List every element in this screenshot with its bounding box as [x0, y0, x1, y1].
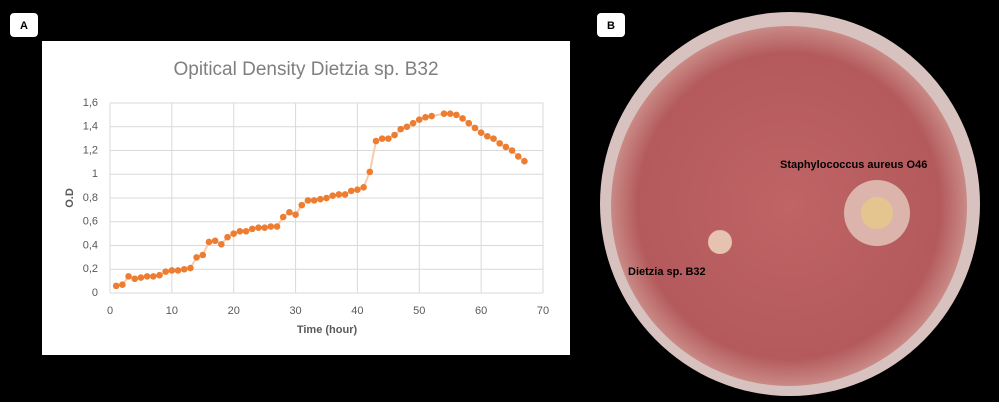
data-point: [206, 239, 213, 246]
data-point: [453, 112, 460, 119]
data-point: [218, 241, 225, 248]
data-point: [478, 129, 485, 136]
x-tick-label: 20: [228, 305, 240, 317]
photo-label: Dietzia sp. B32: [628, 266, 706, 278]
data-point: [373, 138, 380, 145]
data-point: [243, 228, 250, 235]
data-point: [292, 211, 299, 218]
y-tick-label: 0,6: [83, 216, 98, 228]
data-point: [187, 265, 194, 272]
x-tick-label: 0: [107, 305, 113, 317]
panel-label: A: [20, 20, 28, 32]
data-point: [490, 135, 497, 142]
y-tick-label: 1,6: [83, 97, 98, 109]
x-tick-label: 10: [166, 305, 178, 317]
y-tick-label: 1: [92, 168, 98, 180]
colony: [861, 197, 893, 229]
colony: [708, 230, 732, 254]
data-point: [422, 114, 429, 121]
data-point: [156, 272, 163, 279]
data-point: [181, 266, 188, 273]
data-point: [268, 223, 275, 230]
y-tick-label: 1,2: [83, 144, 98, 156]
data-point: [298, 202, 305, 209]
data-point: [521, 158, 528, 165]
data-point: [447, 110, 454, 117]
panel-label: B: [607, 20, 615, 32]
data-point: [305, 197, 312, 204]
x-tick-label: 50: [413, 305, 425, 317]
data-point: [274, 223, 281, 230]
data-point: [280, 214, 287, 221]
y-tick-label: 0,2: [83, 263, 98, 275]
agar: [611, 26, 967, 386]
data-point: [459, 115, 466, 122]
chart: Opitical Density Dietzia sp. B32 Time (h…: [42, 41, 570, 355]
data-point: [131, 275, 138, 282]
data-point: [230, 230, 237, 237]
chart-title: Opitical Density Dietzia sp. B32: [173, 59, 438, 80]
data-point: [286, 209, 293, 216]
data-point: [397, 126, 404, 133]
data-point: [323, 195, 330, 202]
y-axis-label: O.D: [64, 188, 76, 208]
data-point: [441, 110, 448, 117]
data-point: [193, 254, 200, 261]
data-point: [360, 184, 367, 191]
plate-photo: Staphylococcus aureus O46 Dietzia sp. B3…: [600, 12, 980, 396]
data-point: [261, 224, 268, 231]
data-point: [329, 192, 336, 199]
figure: A B Opitical Density Dietzia sp. B32 Tim…: [0, 0, 999, 402]
data-point: [416, 116, 423, 123]
data-point: [138, 274, 145, 281]
data-point: [336, 191, 343, 198]
data-point: [410, 120, 417, 127]
photo-label: Staphylococcus aureus O46: [780, 159, 927, 171]
data-point: [515, 153, 522, 160]
data-point: [472, 125, 479, 132]
data-point: [348, 188, 355, 195]
data-point: [465, 120, 472, 127]
y-tick-label: 1,4: [83, 121, 98, 133]
data-point: [249, 226, 256, 233]
page: A B Opitical Density Dietzia sp. B32 Tim…: [0, 0, 999, 402]
data-point: [237, 228, 244, 235]
data-point: [212, 237, 219, 244]
data-point: [404, 123, 411, 130]
data-point: [224, 234, 231, 241]
x-tick-label: 40: [351, 305, 363, 317]
data-point: [125, 273, 132, 280]
x-axis-label: Time (hour): [297, 324, 358, 336]
data-point: [162, 268, 169, 275]
data-point: [367, 169, 374, 176]
data-point: [496, 140, 503, 147]
data-point: [385, 135, 392, 142]
x-tick-label: 60: [475, 305, 487, 317]
data-point: [509, 147, 516, 154]
data-point: [379, 135, 386, 142]
data-point: [113, 283, 120, 290]
data-point: [175, 267, 182, 274]
data-point: [354, 186, 361, 193]
data-point: [144, 273, 151, 280]
data-point: [169, 267, 176, 274]
data-point: [391, 132, 398, 139]
data-point: [342, 191, 349, 198]
data-point: [428, 113, 435, 120]
y-tick-label: 0,4: [83, 239, 98, 251]
x-tick-label: 70: [537, 305, 549, 317]
data-point: [199, 252, 206, 259]
data-point: [150, 273, 157, 280]
data-point: [484, 133, 491, 140]
data-point: [119, 281, 126, 288]
data-point: [311, 197, 318, 204]
y-tick-label: 0: [92, 287, 98, 299]
data-point: [255, 224, 262, 231]
y-tick-label: 0,8: [83, 192, 98, 204]
data-point: [317, 196, 324, 203]
x-tick-label: 30: [289, 305, 301, 317]
data-point: [503, 144, 510, 151]
